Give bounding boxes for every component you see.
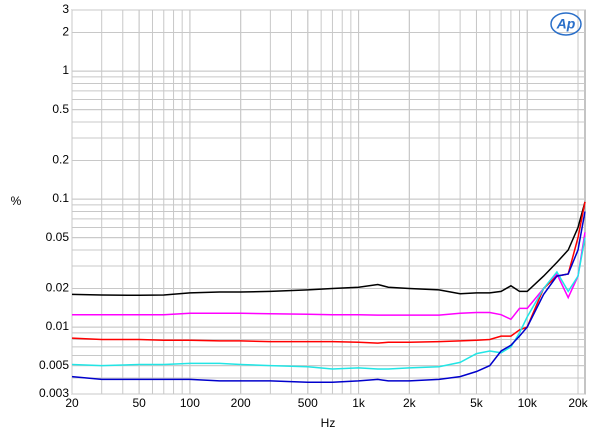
y-tick-label: 1	[62, 63, 69, 77]
x-tick-label: 100	[180, 396, 200, 410]
y-tick-label: 0.01	[46, 319, 70, 333]
x-tick-label: 500	[298, 396, 318, 410]
x-tick-label: 2k	[403, 396, 417, 410]
y-tick-label: 0.003	[39, 386, 69, 400]
y-tick-label: 2	[62, 25, 69, 39]
logo: Ap	[556, 16, 576, 32]
x-tick-label: 20	[65, 396, 79, 410]
y-tick-label: 0.2	[52, 153, 69, 167]
series-line	[71, 201, 586, 344]
y-axis-label: %	[11, 194, 22, 208]
x-tick-label: 1k	[352, 396, 366, 410]
x-tick-label: 5k	[470, 396, 484, 410]
y-tick-label: 0.5	[52, 102, 69, 116]
y-tick-label: 0.005	[39, 358, 69, 372]
plot-area	[71, 9, 586, 395]
x-tick-label: 50	[132, 396, 146, 410]
x-tick-label: 20k	[568, 396, 588, 410]
logo-ring	[550, 12, 582, 36]
y-tick-label: 0.1	[52, 191, 69, 205]
x-axis-label: Hz	[321, 416, 336, 430]
y-tick-label: 0.02	[46, 281, 70, 295]
x-tick-label: 10k	[518, 396, 538, 410]
x-tick-label: 200	[231, 396, 251, 410]
series-line	[71, 237, 586, 370]
y-tick-label: 3	[62, 2, 69, 16]
series-line	[72, 232, 586, 321]
y-tick-label: 0.05	[46, 230, 70, 244]
series-line	[71, 211, 586, 384]
series-line	[71, 201, 586, 297]
